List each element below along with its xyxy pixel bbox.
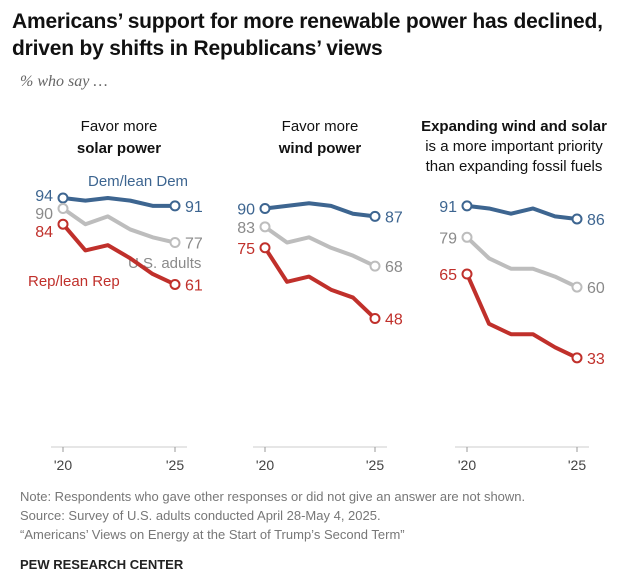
data-label-adults: 77 — [185, 236, 203, 253]
data-label-adults: 68 — [385, 259, 403, 276]
x-tick-label: '20 — [54, 457, 72, 473]
data-point-adults — [169, 237, 181, 249]
panel-header-line: is a more important priority — [425, 138, 603, 155]
data-label-adults: 83 — [237, 220, 255, 237]
series-line-rep — [61, 222, 176, 287]
data-label-rep: 48 — [385, 312, 403, 329]
x-tick-label: '20 — [256, 457, 274, 473]
panel-header-line: wind power — [278, 140, 362, 157]
data-label-dem: 91 — [185, 199, 203, 216]
data-label-adults: 90 — [35, 206, 53, 223]
data-point-adults — [461, 231, 473, 243]
x-tick-label: '25 — [166, 457, 184, 473]
data-label-dem: 90 — [237, 201, 255, 218]
data-label-dem: 94 — [35, 188, 53, 205]
data-point-rep — [259, 242, 271, 254]
series-line-dem — [466, 203, 578, 221]
series-line-rep — [263, 246, 377, 320]
data-point-rep — [461, 268, 473, 280]
legend-label-dem: Dem/lean Dem — [88, 173, 188, 190]
series-line-dem — [62, 196, 175, 208]
panel-header-line: solar power — [77, 140, 161, 157]
data-point-rep — [369, 313, 381, 325]
series-line-adults — [61, 206, 176, 245]
data-label-rep: 65 — [439, 267, 457, 284]
source-text: Source: Survey of U.S. adults conducted … — [20, 508, 381, 523]
data-point-dem — [57, 192, 69, 204]
data-label-rep: 61 — [185, 277, 203, 294]
data-label-dem: 91 — [439, 199, 457, 216]
data-label-dem: 86 — [587, 212, 605, 229]
x-tick-label: '25 — [568, 457, 586, 473]
panel-header-line: than expanding fossil fuels — [426, 158, 603, 175]
data-label-rep: 75 — [237, 241, 255, 258]
data-point-dem — [169, 200, 181, 212]
data-point-rep — [169, 278, 181, 290]
data-label-dem: 87 — [385, 209, 403, 226]
data-point-dem — [369, 210, 381, 222]
data-label-rep: 84 — [35, 224, 53, 241]
data-label-rep: 33 — [587, 351, 605, 368]
data-label-adults: 60 — [587, 280, 605, 297]
panel-header-line: Expanding wind and solar — [421, 118, 607, 135]
pew-logo-text: PEW RESEARCH CENTER — [20, 557, 184, 572]
data-point-dem — [461, 200, 473, 212]
x-tick-label: '20 — [458, 457, 476, 473]
data-point-dem — [259, 202, 271, 214]
data-point-adults — [259, 221, 271, 233]
data-point-rep — [571, 352, 583, 364]
panel-header-line: Favor more — [282, 118, 359, 135]
data-point-adults — [369, 260, 381, 272]
report-title-text: “Americans’ Views on Energy at the Start… — [20, 527, 405, 542]
data-point-adults — [57, 202, 69, 214]
panel-header-line: Favor more — [81, 118, 158, 135]
data-point-rep — [57, 218, 69, 230]
series-line-rep — [465, 273, 578, 360]
chart-subtitle: % who say … — [20, 73, 108, 90]
series-line-dem — [264, 201, 376, 219]
series-line-adults — [263, 225, 376, 268]
note-text: Note: Respondents who gave other respons… — [20, 489, 526, 504]
series-line-adults — [465, 235, 578, 289]
data-point-dem — [571, 213, 583, 225]
chart-title: Americans’ support for more renewable po… — [12, 10, 603, 60]
legend-label-rep: Rep/lean Rep — [28, 273, 120, 290]
x-tick-label: '25 — [366, 457, 384, 473]
data-label-adults: 79 — [439, 230, 457, 247]
data-point-adults — [571, 281, 583, 293]
